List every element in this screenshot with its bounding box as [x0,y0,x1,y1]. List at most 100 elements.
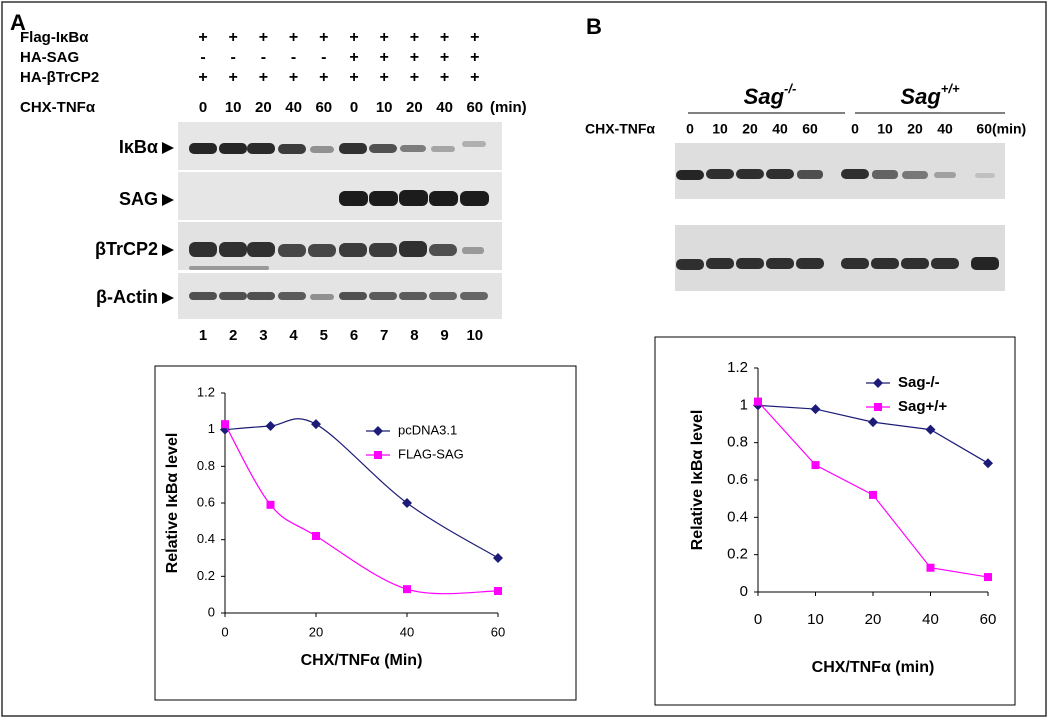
marker [869,490,877,499]
time-value: 10 [225,99,242,116]
panel-label: B [586,14,602,39]
time-value: 10 [376,99,393,116]
legend-marker [373,426,383,436]
band [706,258,734,269]
band [736,169,764,179]
band [460,292,488,300]
band [901,258,929,269]
x-tick-label: 60 [491,624,505,639]
arrow [162,244,174,256]
legend-label: Sag-/- [898,374,940,391]
band [462,141,486,147]
time-value: 10 [712,121,728,137]
y-tick-label: 0.4 [727,508,748,525]
band [462,247,484,254]
y-tick-label: 1 [740,396,748,413]
x-tick-label: 10 [807,611,824,628]
legend-marker [374,451,382,459]
time-unit: (min) [992,121,1026,137]
band [189,242,217,257]
y-tick-label: 1.2 [197,384,215,399]
arrow [162,194,174,206]
lane-number: 9 [440,327,448,344]
band [931,258,959,269]
band [676,170,704,180]
lane-number: 1 [199,327,207,344]
y-tick-label: 0 [208,604,215,619]
band [460,191,489,206]
band [676,259,704,270]
group-name: Sag [900,84,941,109]
marker [983,458,993,469]
time-label: CHX-TNFα [585,121,655,137]
band [400,145,426,152]
arrow [162,142,174,154]
x-tick-label: 0 [754,611,762,628]
x-axis-title: CHX/TNFα (min) [812,659,935,676]
band [766,258,794,269]
x-tick-label: 0 [221,624,228,639]
y-tick-label: 0.8 [727,434,748,451]
marker [925,424,936,435]
condition-mark: + [470,69,479,86]
band [369,292,397,300]
band [339,143,367,154]
group-label: Sag+/+ [900,81,960,108]
band [429,244,457,256]
band [797,170,823,179]
legend-label: Sag+/+ [898,398,947,415]
condition-mark: + [440,69,449,86]
chart-frame [154,365,577,701]
condition-mark: + [440,49,449,66]
lane-number: 10 [466,327,483,344]
band [310,146,334,153]
legend-marker [873,378,883,388]
marker [403,585,411,594]
marker [493,553,503,563]
x-axis-title: CHX/TNFα (Min) [301,652,423,669]
band [369,243,397,257]
marker [926,563,935,572]
condition-mark: + [410,69,419,86]
condition-mark: + [198,29,207,46]
time-value: 20 [907,121,923,137]
lane-number: 8 [410,327,418,344]
condition-mark: - [321,49,326,66]
condition-mark: + [319,29,328,46]
blot-label: βTrCP2 [95,239,158,259]
row-label: HA-βTrCP2 [20,69,99,86]
condition-mark: + [470,29,479,46]
time-value: 0 [350,99,358,116]
band [189,143,217,154]
time-value: 60 [802,121,818,137]
y-tick-label: 0.6 [197,494,215,509]
lane-number: 4 [289,327,298,344]
time-value: 40 [937,121,953,137]
condition-mark: + [229,29,238,46]
band [399,241,427,257]
condition-mark: + [289,69,298,86]
band [736,258,764,269]
band [796,258,824,269]
condition-mark: + [380,29,389,46]
band [369,191,398,206]
blot-label: β-Actin [96,287,158,307]
band [308,244,336,257]
marker [810,404,821,415]
group-name: Sag [744,84,785,109]
condition-mark: + [319,69,328,86]
panel-label: A [10,10,26,35]
y-axis-title: Relative IκBα level [689,410,706,551]
x-tick-label: 40 [922,611,939,628]
band [399,292,427,300]
blot-label: IκBα [119,137,158,157]
lane-number: 5 [320,327,328,344]
band [429,292,457,300]
band [871,258,899,269]
band [934,172,956,178]
band [902,171,928,179]
band [369,144,397,153]
legend-label: FLAG-SAG [398,446,464,461]
band [247,292,275,300]
